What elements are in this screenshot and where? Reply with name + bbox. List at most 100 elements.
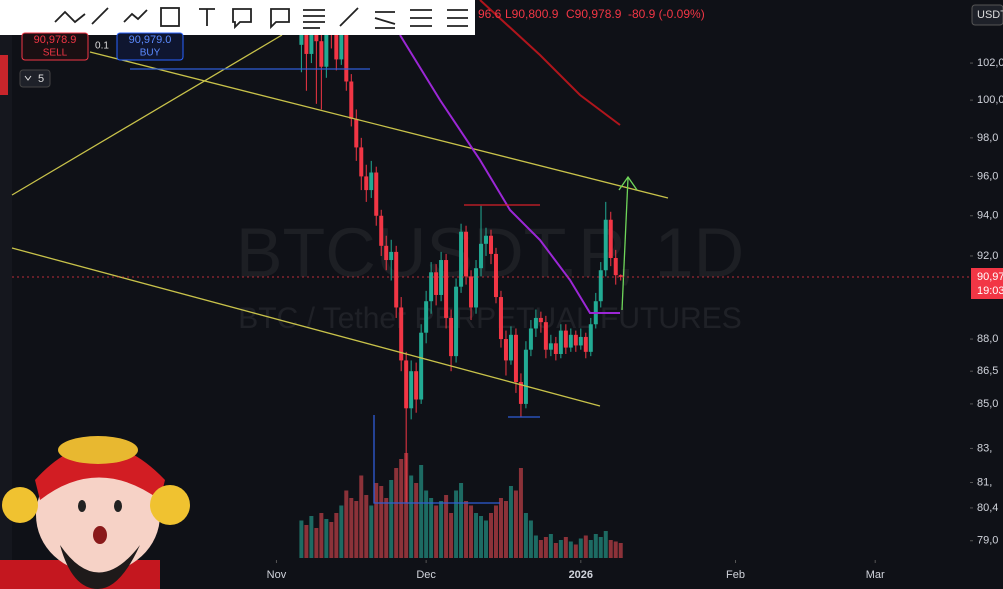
- volume-bar: [528, 520, 533, 558]
- candle-body: [359, 147, 364, 177]
- chevron: [24, 75, 32, 81]
- volume-bar: [364, 495, 369, 558]
- ohlc-change: -80.9 (-0.09%): [628, 7, 705, 21]
- tool-icon[interactable]: [410, 9, 432, 27]
- left-tab: [0, 55, 8, 95]
- sell-button[interactable]: [21, 32, 89, 61]
- tool-icon[interactable]: [199, 8, 215, 26]
- tool-icon[interactable]: [270, 8, 290, 30]
- y-tick-label: 100,0: [977, 94, 1003, 106]
- volume-bar: [464, 501, 469, 558]
- toolbar-icons: [54, 7, 468, 30]
- volume-bar: [493, 505, 498, 558]
- x-tick-label: Dec: [416, 569, 436, 581]
- volume-bar: [369, 505, 374, 558]
- volume-bar: [474, 513, 479, 558]
- tool-icon[interactable]: [447, 9, 468, 27]
- candle-body: [369, 172, 374, 191]
- quantity[interactable]: 0.1: [95, 41, 109, 52]
- candle-body: [479, 243, 484, 269]
- ohlc-high: 96.6: [478, 7, 502, 21]
- volume-bar: [424, 490, 429, 558]
- candle-body: [563, 330, 568, 348]
- volume-bar: [498, 498, 503, 558]
- volume-bar: [513, 490, 518, 558]
- volume-bar: [394, 468, 399, 558]
- volume-bar: [419, 465, 424, 558]
- candle-body: [464, 231, 469, 277]
- plot: [299, 8, 623, 558]
- trend-line: [11, 247, 601, 407]
- candle-body: [513, 334, 518, 383]
- volume-bar: [339, 505, 344, 558]
- currency-box[interactable]: [971, 4, 1003, 26]
- tool-icon[interactable]: [303, 9, 325, 29]
- candle-body: [553, 343, 558, 354]
- ohlc-close: C90,978.9: [566, 7, 622, 21]
- volume-bar: [484, 520, 489, 558]
- volume-bar: [508, 486, 513, 558]
- tool-icon[interactable]: [123, 9, 148, 23]
- candle-body: [543, 322, 548, 350]
- volume-bar: [503, 501, 508, 558]
- volume-bar: [384, 498, 389, 558]
- drawing-toolbar: [0, 0, 475, 35]
- candle-body: [503, 339, 508, 361]
- tool-icon[interactable]: [374, 11, 396, 29]
- volume-bar: [548, 534, 553, 558]
- trend-line: [11, 34, 283, 196]
- tool-icon[interactable]: [339, 7, 359, 27]
- candle-body: [389, 251, 394, 261]
- mascot-mouth: [93, 526, 107, 544]
- y-tick-label: 83,: [977, 442, 992, 454]
- mascot-ornament: [2, 487, 38, 523]
- watermark-name: BTC / Tether PERPETUAL FUTURES: [238, 302, 741, 335]
- candle-body: [568, 334, 573, 348]
- volume-bar: [454, 490, 459, 558]
- tool-icon[interactable]: [54, 10, 86, 24]
- y-tick-label: 102,0: [977, 57, 1003, 69]
- candle-body: [583, 336, 588, 352]
- mascot: [0, 436, 190, 589]
- candle-body: [399, 307, 404, 361]
- candle-body: [404, 360, 409, 409]
- y-tick-label: 86,5: [977, 365, 998, 377]
- y-tick-label: 92,0: [977, 250, 998, 262]
- candle-body: [394, 251, 399, 308]
- candle-body: [304, 30, 309, 54]
- candle-body: [489, 235, 493, 254]
- mascot-face: [36, 457, 160, 573]
- candle-body: [613, 257, 618, 276]
- volume-bar: [613, 541, 618, 558]
- candle-body: [444, 260, 449, 318]
- mascot-eye: [114, 500, 122, 512]
- volume-bar: [578, 538, 583, 558]
- candle-body: [498, 297, 503, 340]
- volume-bar: [354, 501, 359, 558]
- volume-bar: [518, 468, 523, 558]
- tool-icon[interactable]: [91, 7, 109, 25]
- mascot-ornament: [150, 485, 190, 525]
- candle-body: [429, 272, 434, 302]
- y-tick-label: 79,0: [977, 535, 998, 547]
- mascot-hat-gold: [58, 436, 138, 464]
- tool-icon[interactable]: [232, 8, 252, 30]
- candle-body: [364, 176, 369, 191]
- tool-icon[interactable]: [160, 7, 180, 27]
- buy-button[interactable]: [116, 32, 184, 61]
- drawings: [11, 0, 970, 504]
- interval-badge-box[interactable]: [19, 69, 51, 88]
- candle-body: [344, 28, 349, 82]
- sell-price: 90,978.9: [34, 34, 77, 46]
- candle-body: [598, 270, 603, 302]
- candle-body: [459, 231, 464, 287]
- volume-bar: [314, 528, 319, 558]
- volume-bar: [469, 505, 474, 558]
- candle-body: [439, 260, 444, 295]
- candle-body: [414, 371, 419, 400]
- currency: USDT: [977, 9, 1003, 21]
- candle-body: [548, 343, 553, 350]
- candle-body: [349, 81, 354, 119]
